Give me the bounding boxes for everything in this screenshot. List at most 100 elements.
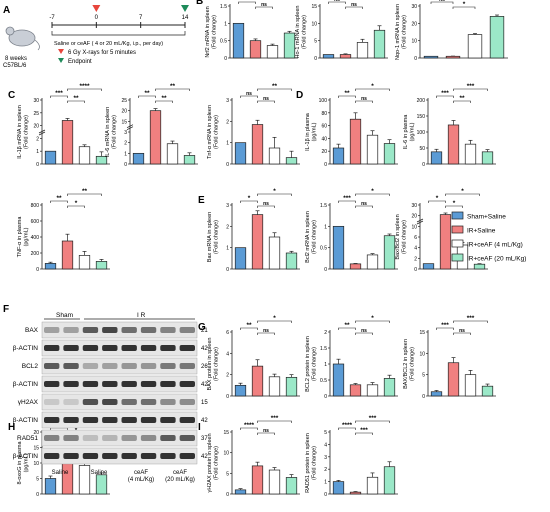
bar [481, 151, 494, 165]
band-label: β-ACTIN [13, 381, 39, 388]
y-axis-label: Ho-1 mRNA in spleen (Fold change) [295, 6, 308, 59]
band-kda: 37 [201, 436, 208, 442]
bar [332, 481, 345, 495]
significance-bracket [445, 205, 463, 208]
band [102, 381, 118, 387]
bar [349, 384, 362, 397]
bar [251, 365, 264, 397]
bar [268, 147, 281, 165]
y-axis-label: Bax mRNA in spleen (Fold change) [207, 212, 220, 262]
significance-bracket [355, 88, 390, 91]
endpoint-marker-icon [181, 5, 189, 12]
significance-bracket [155, 100, 173, 103]
y-axis-label-line: (Fold change) [409, 347, 415, 381]
significance-bracket [436, 327, 454, 330]
y-tick-label: 2 [226, 373, 229, 379]
y-tick-label: 1.5 [320, 346, 327, 352]
y-axis-label-line: IL-6 in plasma [403, 114, 409, 149]
bar [251, 124, 264, 165]
y-axis-label-line: BAX protein in spleen [207, 338, 213, 391]
bar [132, 152, 145, 165]
bar [78, 255, 91, 270]
y-tick-label: 1 [324, 362, 327, 368]
significance-label: ns [351, 2, 357, 8]
band-kda: 42 [201, 454, 208, 460]
band [160, 381, 176, 387]
significance-bracket [436, 95, 454, 98]
y-tick-label: 1 [226, 246, 229, 252]
band [140, 417, 157, 423]
y-tick-label: 1 [124, 151, 127, 157]
bar [373, 29, 386, 59]
bar [322, 54, 335, 59]
significance-bracket [453, 320, 488, 323]
y-tick-label: 25 [121, 98, 127, 104]
significance-label: * [75, 200, 78, 207]
band [121, 435, 137, 441]
bar [447, 362, 460, 397]
bar [234, 489, 247, 495]
mouse-icon [5, 26, 40, 51]
band [82, 381, 99, 387]
mouse-caption: C57BL/6 [3, 63, 27, 69]
bar [44, 478, 57, 495]
y-axis-label: γH2AX protein in spleen (Fold change) [207, 433, 220, 492]
significance-label: ** [170, 83, 176, 90]
significance-label: * [453, 200, 456, 207]
band [179, 435, 195, 441]
significance-bracket [428, 200, 446, 203]
band-kda: 21 [201, 328, 208, 334]
band [44, 453, 60, 459]
endpoint-legend-icon [58, 58, 64, 63]
timeline-day: -7 [49, 15, 55, 21]
y-axis-label-line: (Fold change) [211, 15, 217, 49]
y-tick-label: 20 [321, 149, 327, 155]
significance-label: *** [360, 427, 368, 434]
y-tick-label: 0 [314, 56, 317, 62]
y-axis-label-line: (Fold change) [23, 115, 29, 149]
significance-label: ** [344, 322, 350, 329]
western-blot: F Sham I R BAX 21 β-ACTIN 42 BCL2 26 β-ACTIN 42 γH2… [3, 304, 208, 483]
y-tick-label: 10 [411, 224, 417, 230]
significance-bracket [67, 88, 102, 91]
panel-label: H [8, 422, 15, 433]
bar [332, 363, 345, 397]
significance-label: **** [244, 422, 255, 429]
panel-label: C [8, 90, 15, 101]
bar [78, 465, 91, 495]
band [160, 345, 176, 351]
significance-label: ns [263, 428, 269, 434]
bar [283, 32, 296, 59]
y-tick-label: 2 [324, 467, 327, 473]
bar [339, 54, 352, 59]
y-tick-label: 20 [33, 430, 39, 436]
blot-strip [41, 411, 198, 429]
blot-strip [41, 339, 198, 357]
band-kda: 15 [201, 400, 208, 406]
significance-label: ns [459, 328, 465, 334]
blot-strip [41, 375, 198, 393]
significance-label: *** [343, 195, 351, 202]
bar-chart: Ho-1 mRNA in spleen (Fold change) 0 5 10 15 ns… [295, 0, 388, 62]
y-tick-label: 100 [319, 98, 328, 104]
significance-bracket [345, 6, 363, 9]
bar [234, 142, 247, 165]
significance-label: *** [271, 415, 279, 422]
y-tick-label: 20 [33, 124, 39, 130]
band [179, 345, 195, 351]
band [82, 327, 99, 333]
band [140, 363, 157, 369]
y-axis-label: BAX protein in spleen (Fold change) [207, 338, 220, 391]
y-tick-label: 1 [36, 149, 39, 155]
band [179, 399, 195, 405]
lane-label-sub: (20 mL/Kg) [165, 477, 195, 483]
significance-bracket [257, 320, 292, 323]
band [82, 345, 99, 351]
bar [356, 42, 369, 59]
treatment-bracket [51, 31, 186, 36]
significance-bracket [453, 100, 471, 103]
significance-label: * [273, 188, 276, 195]
bar [251, 465, 264, 495]
y-tick-label: 400 [31, 235, 40, 241]
significance-label: * [461, 188, 464, 195]
